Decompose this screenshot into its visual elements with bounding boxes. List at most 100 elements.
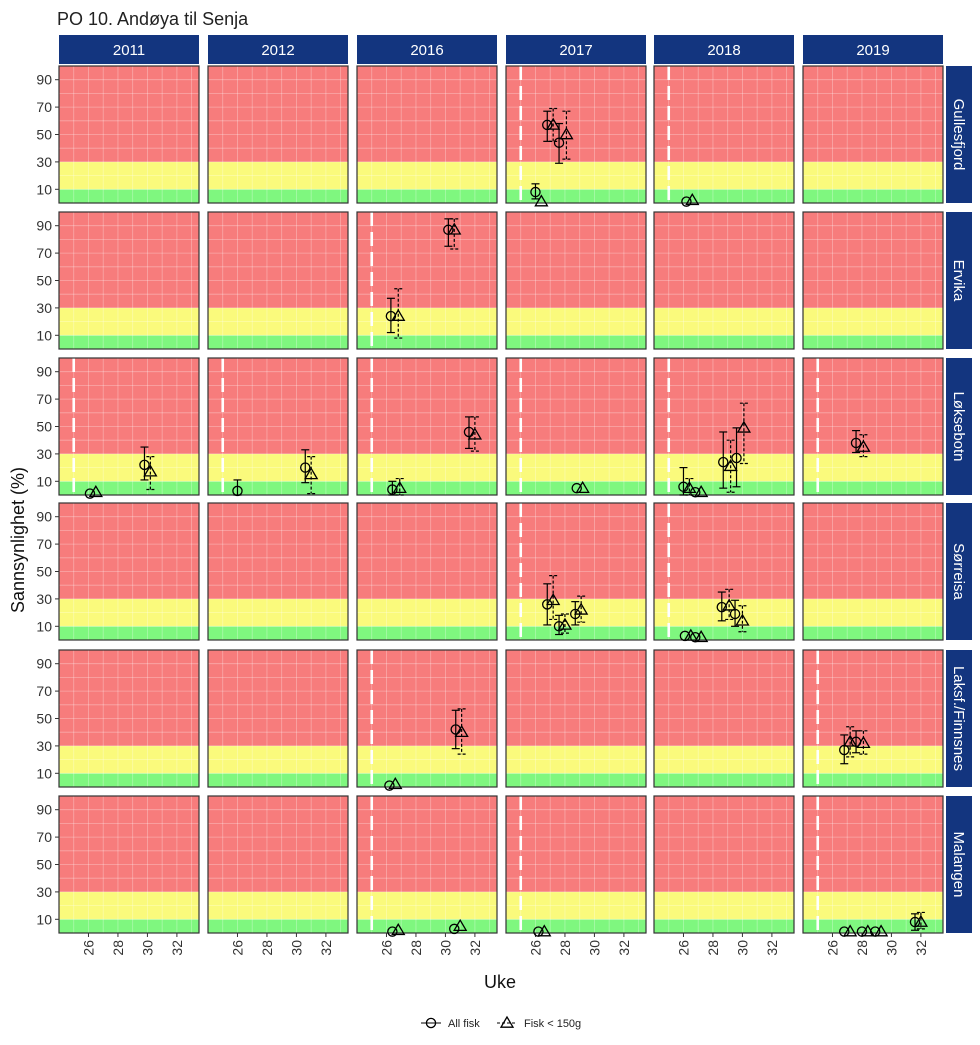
- band: [654, 307, 794, 336]
- triangle-marker: [694, 484, 709, 498]
- panel-Laksf./Finnsnes-2018: [653, 649, 795, 788]
- panel-Sørreisa-2018: [653, 502, 795, 641]
- panel-border: [802, 795, 944, 934]
- panel-Gullesfjord-2019: [802, 65, 944, 204]
- band: [654, 745, 794, 774]
- data-point-all-fisk: [463, 416, 475, 450]
- band: [357, 891, 497, 920]
- band: [208, 650, 348, 746]
- y-tick-label: 30: [36, 738, 52, 754]
- panel-Løksebotn-2016: [356, 357, 498, 496]
- band: [208, 919, 348, 933]
- triangle-marker: [454, 724, 469, 738]
- band: [803, 745, 943, 774]
- panel-border: [653, 357, 795, 496]
- column-strip-2017: [506, 35, 646, 64]
- band: [506, 796, 646, 892]
- panel-border: [653, 65, 795, 204]
- band: [654, 453, 794, 482]
- circle-marker: [425, 1017, 437, 1029]
- band: [208, 598, 348, 627]
- band: [208, 453, 348, 482]
- data-point-fisk-under-150g: [735, 605, 750, 633]
- band: [654, 626, 794, 640]
- triangle-marker: [304, 467, 319, 480]
- band: [59, 919, 199, 933]
- triangle-marker: [559, 127, 574, 140]
- band: [654, 796, 794, 892]
- panel-Gullesfjord-2012: [207, 65, 349, 204]
- circle-marker: [681, 196, 692, 207]
- band: [208, 481, 348, 495]
- circle-marker: [385, 310, 397, 322]
- y-tick-label: 90: [36, 509, 52, 525]
- band: [357, 919, 497, 933]
- panel-Sørreisa-2017: [505, 502, 647, 641]
- triangle-marker: [685, 192, 700, 206]
- band: [506, 66, 646, 162]
- band: [506, 650, 646, 746]
- band: [803, 453, 943, 482]
- data-point-fisk-under-150g: [537, 924, 552, 937]
- band: [357, 650, 497, 746]
- legend-label-fisk-under-150g: Fisk < 150g: [524, 1018, 581, 1030]
- triangle-marker: [575, 480, 590, 494]
- x-axis-label: Uke: [484, 972, 516, 992]
- x-tick-label: 32: [764, 940, 780, 956]
- band: [208, 66, 348, 162]
- panel-Laksf./Finnsnes-2012: [207, 649, 349, 788]
- band: [506, 503, 646, 599]
- data-point-fisk-under-150g: [559, 110, 574, 160]
- band: [357, 189, 497, 203]
- data-point-fisk-under-150g: [447, 218, 462, 250]
- triangle-marker: [88, 484, 103, 498]
- band: [208, 745, 348, 774]
- band: [208, 161, 348, 190]
- row-strip-label: Laksf./Finnsnes: [950, 666, 967, 771]
- data-point-fisk-under-150g: [143, 456, 158, 491]
- panel-Løksebotn-2011: [58, 357, 200, 496]
- circle-marker: [232, 485, 243, 497]
- data-point-all-fisk: [387, 480, 398, 496]
- circle-marker: [718, 456, 729, 468]
- triangle-marker: [843, 734, 858, 747]
- x-tick-label: 28: [705, 940, 721, 956]
- y-tick-label: 30: [36, 154, 52, 170]
- y-tick-label: 30: [36, 446, 52, 462]
- data-point-fisk-under-150g: [467, 416, 483, 452]
- data-point-fisk-under-150g: [873, 924, 889, 937]
- row-strip-label: Gullesfjord: [950, 99, 967, 171]
- band: [654, 503, 794, 599]
- x-tick-label: 26: [229, 940, 245, 956]
- circle-marker: [553, 621, 565, 632]
- row-strip-4: [946, 650, 972, 787]
- band: [59, 598, 199, 627]
- column-strip-label: 2018: [707, 42, 740, 59]
- data-point-fisk-under-150g: [557, 613, 573, 634]
- data-point-all-fisk: [729, 599, 741, 627]
- panel-Ervika-2018: [653, 211, 795, 350]
- band: [506, 745, 646, 774]
- band: [654, 66, 794, 162]
- panel-border: [505, 65, 647, 204]
- band: [59, 626, 199, 640]
- band: [803, 503, 943, 599]
- band: [654, 650, 794, 746]
- panel-Sørreisa-2011: [58, 502, 200, 641]
- data-point-fisk-under-150g: [722, 588, 737, 621]
- band: [654, 891, 794, 920]
- band: [59, 796, 199, 892]
- band: [506, 358, 646, 454]
- data-point-fisk-under-150g: [843, 924, 858, 937]
- x-tick-label: 32: [467, 940, 483, 956]
- band: [506, 212, 646, 308]
- x-tick-label: 28: [557, 940, 573, 956]
- band: [59, 453, 199, 482]
- data-point-all-fisk: [731, 427, 742, 488]
- y-tick-label: 10: [36, 473, 52, 489]
- band: [357, 307, 497, 336]
- band: [803, 161, 943, 190]
- row-strip-label: Løksebotn: [950, 391, 967, 461]
- data-point-fisk-under-150g: [534, 194, 549, 207]
